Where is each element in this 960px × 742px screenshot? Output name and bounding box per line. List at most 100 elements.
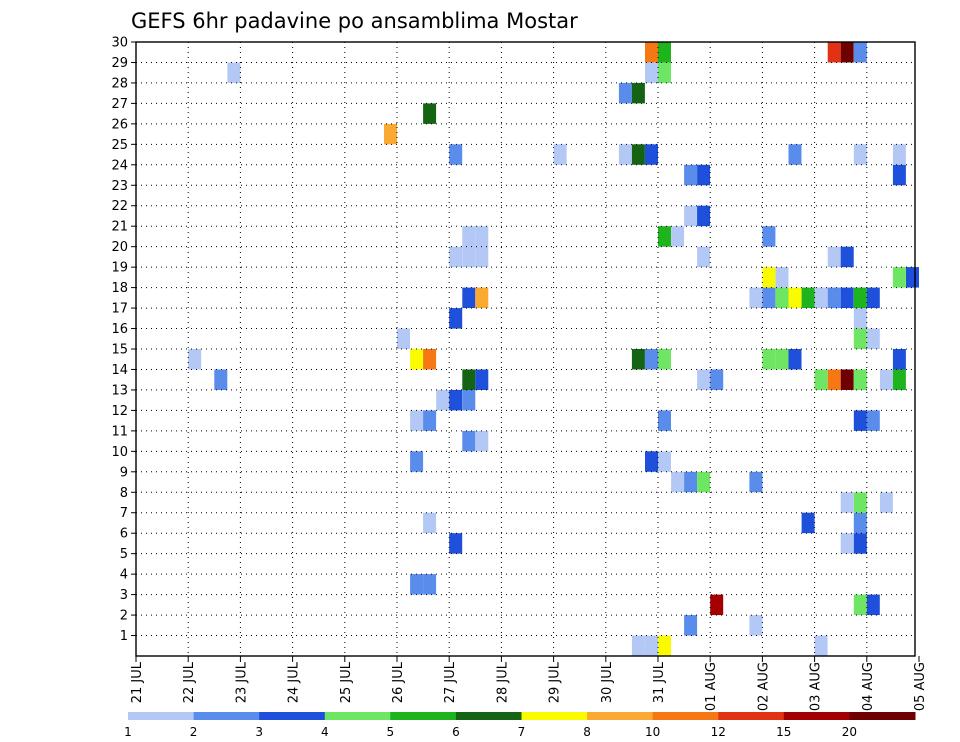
legend-label: 12 — [711, 725, 726, 739]
precip-cell — [749, 471, 763, 493]
precip-cell — [801, 512, 815, 534]
precip-cell — [645, 144, 658, 165]
x-tick-label: 26 JUL — [391, 661, 406, 703]
precip-cell — [879, 492, 893, 513]
precip-cell — [631, 144, 645, 165]
legend-label: 20 — [842, 725, 857, 739]
legend-label: 7 — [518, 725, 526, 739]
precip-cell — [788, 287, 802, 309]
precip-cell — [788, 349, 802, 370]
y-tick-label: 30 — [111, 36, 128, 51]
x-tick-label: 23 JUL — [234, 661, 249, 703]
legend-label: 5 — [386, 725, 394, 739]
precip-cell — [879, 369, 893, 390]
precip-cell — [749, 615, 763, 636]
precip-cell — [684, 164, 698, 186]
precip-cell — [892, 267, 906, 288]
precip-cell — [671, 471, 685, 493]
precip-cell — [462, 287, 476, 309]
precip-cell — [814, 369, 828, 390]
y-tick-label: 10 — [111, 445, 128, 460]
precip-cell — [449, 246, 463, 268]
color-legend: 1 2 3 4 5 6 7 8 10 12 15 20 — [124, 712, 916, 739]
precip-cell — [710, 594, 724, 616]
precip-cell — [658, 451, 671, 472]
precip-cell — [658, 410, 671, 431]
precip-cell — [658, 62, 671, 83]
y-axis: 1234567891011121314151617181920212223242… — [111, 36, 136, 644]
precip-cell — [462, 246, 476, 268]
precip-cell — [697, 471, 711, 493]
y-tick-label: 24 — [111, 158, 128, 173]
precip-cell — [618, 82, 632, 104]
precip-cell — [410, 410, 424, 431]
precip-cell — [762, 267, 776, 288]
legend-swatch — [324, 712, 391, 720]
x-tick-label: 25 JUL — [339, 661, 354, 703]
precip-cell — [227, 62, 241, 83]
y-tick-label: 14 — [111, 363, 128, 378]
y-tick-label: 22 — [111, 199, 128, 214]
y-tick-label: 21 — [111, 220, 128, 235]
legend-swatch — [455, 712, 522, 720]
precip-cell — [853, 492, 867, 513]
precip-cell — [462, 369, 476, 390]
y-tick-label: 6 — [120, 527, 128, 542]
y-tick-label: 2 — [120, 609, 128, 624]
precip-cell — [410, 349, 424, 370]
precip-cell — [853, 144, 867, 165]
precip-cell — [684, 615, 698, 636]
precip-cell — [214, 369, 228, 390]
precip-cell — [449, 308, 463, 329]
legend-label: 6 — [452, 725, 460, 739]
precip-cell — [384, 123, 397, 145]
legend-swatch — [849, 712, 916, 720]
legend-swatch — [521, 712, 588, 720]
y-tick-label: 27 — [111, 97, 128, 112]
precip-cell — [423, 410, 437, 431]
y-tick-label: 5 — [120, 547, 128, 562]
precip-cell — [840, 246, 854, 268]
y-tick-label: 20 — [111, 240, 128, 255]
precip-cell — [645, 635, 658, 656]
precip-cell — [892, 369, 906, 390]
y-tick-label: 28 — [111, 76, 128, 91]
precip-cell — [775, 287, 789, 309]
precip-cell — [671, 226, 685, 247]
legend-swatch — [783, 712, 850, 720]
chart-title: GEFS 6hr padavine po ansamblima Mostar — [131, 9, 578, 33]
precip-cell — [788, 144, 802, 165]
y-tick-label: 11 — [111, 424, 128, 439]
precip-cell — [475, 246, 489, 268]
y-tick-label: 7 — [120, 506, 128, 521]
precip-cell — [449, 144, 463, 165]
precip-cell — [827, 246, 841, 268]
precip-cell — [775, 267, 789, 288]
precip-cell — [475, 287, 489, 309]
precip-cell — [475, 226, 489, 247]
precip-cell — [853, 410, 867, 431]
precip-cell — [762, 349, 776, 370]
x-tick-label: 27 JUL — [443, 661, 458, 703]
precip-cell — [762, 287, 776, 309]
x-tick-label: 28 JUL — [495, 661, 510, 703]
precip-cell — [866, 287, 880, 309]
precip-cell — [553, 144, 567, 165]
x-tick-label: 24 JUL — [287, 661, 302, 703]
y-tick-label: 9 — [120, 465, 128, 480]
precip-cell — [423, 103, 437, 124]
precip-cell — [618, 144, 632, 165]
y-tick-label: 13 — [111, 383, 128, 398]
y-tick-label: 29 — [111, 56, 128, 71]
precip-cell — [749, 287, 763, 309]
precip-cell — [840, 369, 854, 390]
precip-cell — [188, 349, 202, 370]
precip-cell — [697, 369, 711, 390]
precip-cell — [410, 574, 424, 595]
precip-cell — [658, 42, 671, 63]
precip-cell — [853, 328, 867, 349]
precip-cell — [475, 430, 489, 452]
legend-swatch — [718, 712, 785, 720]
precip-cell — [892, 144, 906, 165]
